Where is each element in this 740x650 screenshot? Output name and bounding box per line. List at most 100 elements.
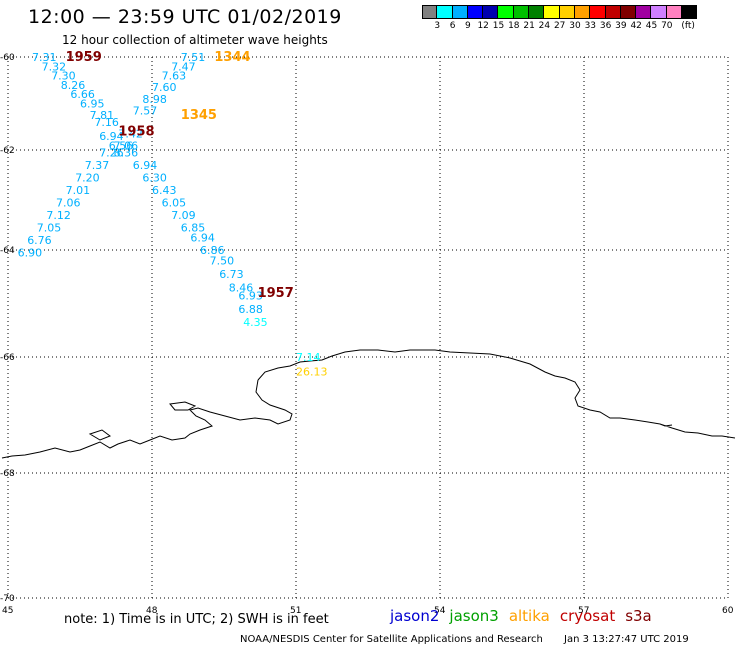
swh-value: 7.09 [171, 209, 196, 222]
swh-value: 7.51 [181, 51, 206, 64]
swh-value: 26.13 [296, 366, 328, 379]
swh-value: 8.36 [114, 147, 139, 160]
swh-value: 7.31 [32, 51, 57, 64]
color-scale-tick: 12 [477, 21, 489, 31]
legend-item: altika [508, 607, 550, 625]
longitude-label: 51 [290, 606, 301, 616]
swh-value: 7.50 [210, 255, 235, 268]
color-scale-tick: 27 [553, 21, 566, 31]
swh-value: 6.85 [181, 222, 206, 235]
color-scale-box [559, 5, 575, 19]
swh-value: 6.88 [238, 303, 263, 316]
longitude-label: 57 [578, 606, 589, 616]
track-time-label: 1958 [118, 124, 154, 139]
swh-value: 7.37 [85, 159, 110, 172]
swh-value: 7.06 [56, 197, 81, 210]
swh-value: 7.30 [51, 70, 75, 83]
swh-value: 7.60 [152, 81, 177, 94]
swh-value: 6.93 [238, 289, 263, 302]
swh-value: 6.05 [162, 197, 187, 210]
swh-values: 7.317.327.308.266.666.957.817.166.947.42… [18, 51, 328, 379]
swh-value: 6.86 [200, 244, 225, 257]
color-scale-box [452, 5, 468, 19]
swh-value: 6.43 [152, 184, 177, 197]
page-title: 12:00 — 23:59 UTC 01/02/2019 [28, 6, 342, 28]
footnote: note: 1) Time is in UTC; 2) SWH is in fe… [64, 612, 329, 627]
swh-value: 6.94 [99, 130, 124, 143]
swh-value: 7.05 [37, 222, 62, 235]
swh-value: 7.63 [162, 70, 187, 83]
legend-item: cryosat [559, 607, 616, 625]
swh-value: 7.14 [296, 351, 321, 364]
color-scale-tick: 6 [449, 21, 456, 31]
swh-value: 7.20 [75, 172, 100, 185]
color-scale-box [513, 5, 530, 19]
color-scale-box [682, 5, 698, 19]
color-scale-box [422, 5, 438, 19]
color-scale-tick: 45 [645, 21, 658, 31]
legend-item: jason2 [390, 607, 440, 625]
swh-value: 7.26 [99, 147, 124, 160]
legend-item: jason3 [449, 607, 499, 625]
swh-value: 7.16 [94, 116, 119, 129]
latitude-label: -66 [0, 353, 15, 363]
color-scale-box [574, 5, 591, 19]
swh-value: 4.35 [243, 316, 268, 329]
color-scale-box [529, 5, 545, 19]
color-scale-box [620, 5, 637, 19]
swh-value: 8.98 [142, 93, 167, 106]
color-scale-box [651, 5, 667, 19]
color-scale-tick: (ft) [681, 21, 695, 31]
swh-value: 7.01 [66, 184, 91, 197]
swh-value: 6.94 [133, 159, 158, 172]
color-scale-tick: 33 [584, 21, 597, 31]
swh-value: 7.81 [90, 109, 115, 122]
swh-value: 6.94 [190, 232, 215, 245]
color-scale-tick: 42 [630, 21, 642, 31]
color-scale-boxes [422, 5, 698, 19]
longitude-label: 45 [2, 606, 13, 616]
latitude-label: -68 [0, 469, 15, 479]
color-scale-tick: 39 [615, 21, 627, 31]
color-scale: 3 6 9 12 15 18 21 24 27 30 33 36 39 42 45 70 (ft) [422, 5, 698, 33]
page-subtitle: 12 hour collection of altimeter wave hei… [62, 33, 328, 47]
color-scale-box [544, 5, 560, 19]
swh-value: 6.66 [70, 88, 95, 101]
swh-value: 6.90 [18, 247, 42, 260]
track-labels: 1959 1344 1345 1958 1957 [66, 50, 294, 301]
color-scale-tick: 15 [492, 21, 505, 31]
color-scale-tick: 24 [538, 21, 551, 31]
color-scale-box [605, 5, 621, 19]
color-scale-box [467, 5, 484, 19]
color-scale-box [437, 5, 453, 19]
color-scale-tick: 70 [661, 21, 673, 31]
color-scale-ticks: 3 6 9 12 15 18 21 24 27 30 33 36 39 42 45 70 (ft) [422, 19, 697, 33]
credit-org: NOAA/NESDIS Center for Satellite Applica… [240, 634, 543, 645]
swh-value: 8.26 [61, 79, 86, 92]
swh-value: 6.76 [27, 234, 52, 247]
color-scale-tick: 36 [599, 21, 612, 31]
credit-timestamp: Jan 3 13:27:47 UTC 2019 [564, 634, 689, 645]
latitude-label: -60 [0, 53, 15, 63]
longitude-label: 48 [146, 606, 158, 616]
longitude-label: 60 [722, 606, 734, 616]
swh-value: 7.06 [114, 139, 139, 152]
swh-value: 7.12 [46, 209, 71, 222]
swh-value: 7.47 [171, 60, 196, 73]
latitude-label: -64 [0, 246, 15, 256]
latitude-label: -70 [0, 594, 15, 604]
color-scale-tick: 18 [508, 21, 520, 31]
credit-line: NOAA/NESDIS Center for Satellite Applica… [240, 634, 689, 645]
track-time-label: 1959 [66, 50, 102, 65]
swh-value: 6.30 [142, 172, 167, 185]
swh-value: 7.32 [42, 60, 67, 73]
swh-value: 6.56 [109, 139, 134, 152]
color-scale-box [498, 5, 514, 19]
latitude-labels: -60 -62 -64 -66 -68 -70 [0, 53, 15, 604]
color-scale-tick: 3 [434, 21, 441, 31]
color-scale-tick: 9 [465, 21, 471, 31]
longitude-labels: 45 48 51 54 57 60 [2, 606, 734, 616]
track-time-label: 1345 [181, 108, 217, 123]
color-scale-tick: 21 [523, 21, 535, 31]
